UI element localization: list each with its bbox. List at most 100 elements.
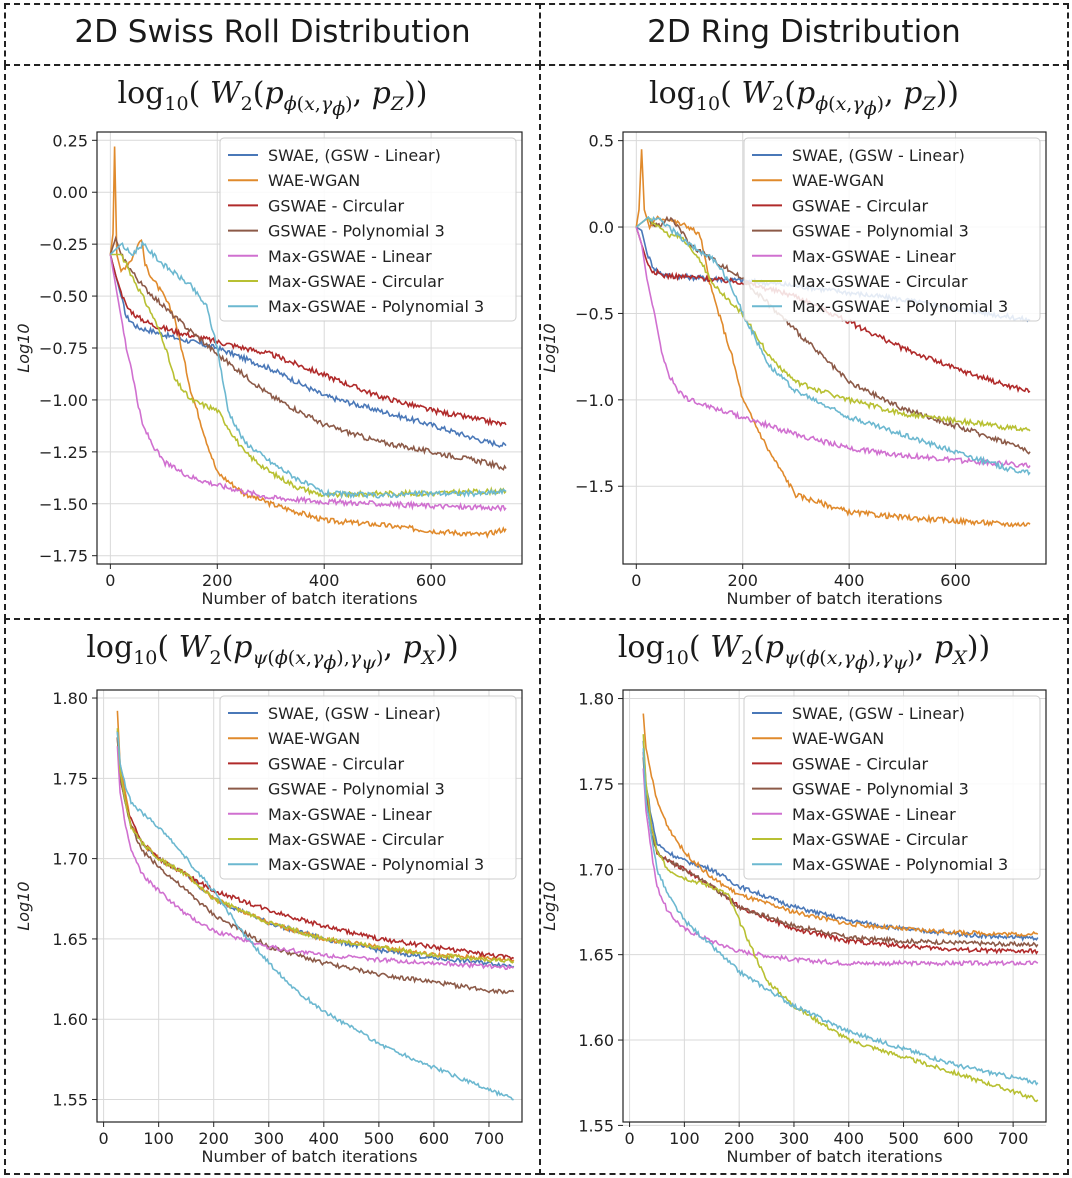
x-tick-label: 600 — [416, 571, 447, 590]
plot-frame — [622, 131, 1047, 565]
series-line — [109, 235, 507, 471]
legend-entry: SWAE, (GSW - Linear) — [268, 704, 441, 723]
y-tick-label: 1.65 — [578, 946, 614, 965]
column-header-swiss-roll: 2D Swiss Roll Distribution — [74, 14, 471, 50]
legend-entry: Max-GSWAE - Polynomial 3 — [792, 297, 1008, 316]
legend-entry: SWAE, (GSW - Linear) — [792, 704, 965, 723]
x-tick-label: 400 — [833, 1129, 864, 1148]
legend-entry: GSWAE - Circular — [268, 754, 405, 773]
x-tick-label: 400 — [309, 571, 340, 590]
x-axis-label: Number of batch iterations — [201, 589, 417, 608]
legend-entry: WAE-WGAN — [792, 729, 884, 748]
legend-entry: Max-GSWAE - Circular — [268, 830, 444, 849]
x-tick-label: 700 — [998, 1129, 1029, 1148]
y-tick-label: 0.0 — [589, 218, 614, 237]
legend: SWAE, (GSW - Linear) WAE-WGAN GSWAE - Circ… — [743, 695, 1041, 880]
y-tick-label: 1.55 — [52, 1091, 88, 1110]
series-line — [116, 731, 514, 1101]
y-tick-label: −0.5 — [575, 304, 614, 323]
x-tick-label: 500 — [888, 1129, 919, 1148]
x-tick-label: 0 — [99, 1129, 109, 1148]
y-tick-label: 0.25 — [52, 131, 88, 150]
legend-entry: WAE-WGAN — [268, 729, 360, 748]
y-tick-label: 0.00 — [52, 183, 88, 202]
y-tick-label: −1.00 — [39, 391, 88, 410]
series-line — [635, 149, 1031, 528]
legend-entry: WAE-WGAN — [268, 171, 360, 190]
legend-entry: GSWAE - Polynomial 3 — [268, 222, 445, 241]
x-tick-label: 200 — [202, 571, 233, 590]
legend: SWAE, (GSW - Linear) WAE-WGAN GSWAE - Circ… — [219, 695, 517, 880]
y-tick-label: 0.5 — [589, 132, 614, 151]
legend-box — [219, 695, 517, 880]
legend-entry: Max-GSWAE - Linear — [268, 247, 432, 266]
series-line — [109, 254, 507, 449]
legend-box — [219, 137, 517, 322]
legend-entry: SWAE, (GSW - Linear) — [792, 146, 965, 165]
y-tick-label: −0.75 — [39, 339, 88, 358]
series-line — [109, 146, 507, 539]
x-tick-label: 600 — [943, 1129, 974, 1148]
series-line — [116, 728, 515, 964]
y-axis-label: Log10 — [540, 323, 559, 372]
legend-entry: Max-GSWAE - Circular — [792, 272, 968, 291]
legend-entry: SWAE, (GSW - Linear) — [268, 146, 441, 165]
panel-title-bottom-left: log10( W2(pψ(ϕ(x,γϕ),γψ), pX)) — [86, 630, 459, 674]
legend-entry: GSWAE - Circular — [792, 754, 929, 773]
y-tick-label: 1.60 — [52, 1010, 88, 1029]
legend-entry: GSWAE - Polynomial 3 — [792, 222, 969, 241]
series-line — [642, 734, 1039, 1103]
legend-entry: GSWAE - Circular — [268, 196, 405, 215]
x-axis-label: Number of batch iterations — [726, 1147, 942, 1166]
y-axis-label: Log10 — [14, 881, 33, 930]
y-tick-label: −1.0 — [575, 391, 614, 410]
x-tick-label: 200 — [198, 1129, 229, 1148]
chart-panel-1: 0 200 400 600 0.5 0.0 −0.5 −1.0 −1.5 Number of ba… — [540, 131, 1047, 608]
chart-panel-3: 0 100 200 300 400 500 600 700 1.80 1.75 1.70 1.65 1.… — [540, 689, 1047, 1166]
legend-entry: Max-GSWAE - Polynomial 3 — [268, 855, 484, 874]
series-line — [635, 226, 1031, 469]
y-tick-label: 1.75 — [578, 775, 614, 794]
legend-box — [743, 137, 1041, 322]
x-tick-label: 400 — [309, 1129, 340, 1148]
y-axis-label: Log10 — [14, 323, 33, 372]
x-tick-label: 600 — [940, 571, 971, 590]
plot-frame — [96, 689, 523, 1123]
x-tick-label: 300 — [253, 1129, 284, 1148]
y-tick-label: 1.70 — [578, 860, 614, 879]
x-tick-label: 0 — [624, 1129, 634, 1148]
y-tick-label: −1.25 — [39, 443, 88, 462]
series-line — [109, 254, 507, 428]
x-tick-label: 0 — [631, 571, 641, 590]
column-header-ring: 2D Ring Distribution — [647, 14, 961, 50]
series-line — [642, 768, 1039, 968]
y-tick-label: −0.25 — [39, 235, 88, 254]
plot-frame — [622, 689, 1047, 1123]
series-line — [635, 216, 1031, 433]
panel-title-bottom-right: log10( W2(pψ(ϕ(x,γϕ),γψ), pX)) — [617, 630, 991, 674]
x-tick-label: 200 — [724, 1129, 755, 1148]
chart-panel-0: 0 200 400 600 0.25 0.00 −0.25 −0.50 −0.75 −1.00 −1… — [14, 131, 523, 608]
legend-entry: Max-GSWAE - Polynomial 3 — [792, 855, 1008, 874]
series-line — [635, 215, 1031, 476]
x-tick-label: 500 — [364, 1129, 395, 1148]
x-tick-label: 600 — [419, 1129, 450, 1148]
x-axis-label: Number of batch iterations — [726, 589, 942, 608]
legend-entry: Max-GSWAE - Polynomial 3 — [268, 297, 484, 316]
chart-panel-2: 0 100 200 300 400 500 600 700 1.80 1.75 1.70 1.65 1.… — [14, 689, 523, 1166]
y-tick-label: 1.65 — [52, 930, 88, 949]
y-tick-label: 1.70 — [52, 850, 88, 869]
series-line — [109, 240, 507, 500]
x-tick-label: 400 — [834, 571, 865, 590]
series-line — [642, 740, 1039, 942]
x-tick-label: 0 — [105, 571, 115, 590]
x-tick-label: 700 — [474, 1129, 505, 1148]
x-tick-label: 100 — [669, 1129, 700, 1148]
legend-entry: GSWAE - Circular — [792, 196, 929, 215]
y-tick-label: 1.80 — [578, 690, 614, 709]
panel-title-top-left: log10( W2(pϕ(x,γϕ), pZ)) — [117, 76, 428, 120]
series-line — [642, 713, 1039, 938]
y-tick-label: −1.75 — [39, 547, 88, 566]
legend: SWAE, (GSW - Linear) WAE-WGAN GSWAE - Circ… — [219, 137, 517, 322]
